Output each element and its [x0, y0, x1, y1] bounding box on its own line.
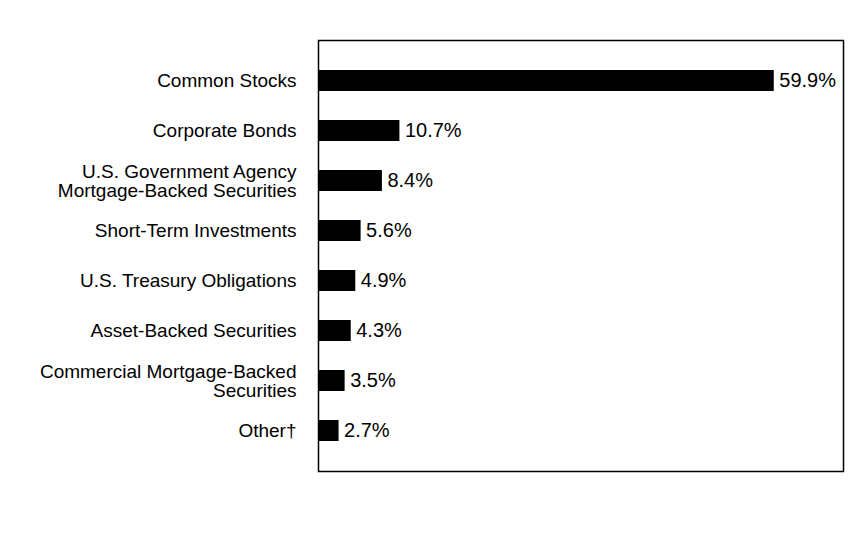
svg-text:8.4%: 8.4% [387, 169, 433, 191]
svg-text:Short-Term Investments: Short-Term Investments [95, 220, 297, 241]
svg-text:3.5%: 3.5% [350, 369, 396, 391]
svg-text:5.6%: 5.6% [366, 219, 412, 241]
svg-text:Commercial Mortgage-BackedSecu: Commercial Mortgage-BackedSecurities [40, 361, 297, 401]
svg-text:Other†: Other† [238, 420, 296, 441]
svg-text:U.S. Government AgencyMortgage: U.S. Government AgencyMortgage-Backed Se… [58, 161, 297, 201]
svg-text:Corporate Bonds: Corporate Bonds [153, 120, 297, 141]
svg-text:U.S. Treasury Obligations: U.S. Treasury Obligations [80, 270, 296, 291]
svg-text:Asset-Backed Securities: Asset-Backed Securities [91, 320, 297, 341]
svg-text:4.9%: 4.9% [361, 269, 407, 291]
svg-text:59.9%: 59.9% [779, 69, 836, 91]
svg-text:2.7%: 2.7% [344, 419, 390, 441]
svg-text:Common Stocks: Common Stocks [157, 70, 296, 91]
svg-text:4.3%: 4.3% [356, 319, 402, 341]
svg-text:10.7%: 10.7% [405, 119, 462, 141]
